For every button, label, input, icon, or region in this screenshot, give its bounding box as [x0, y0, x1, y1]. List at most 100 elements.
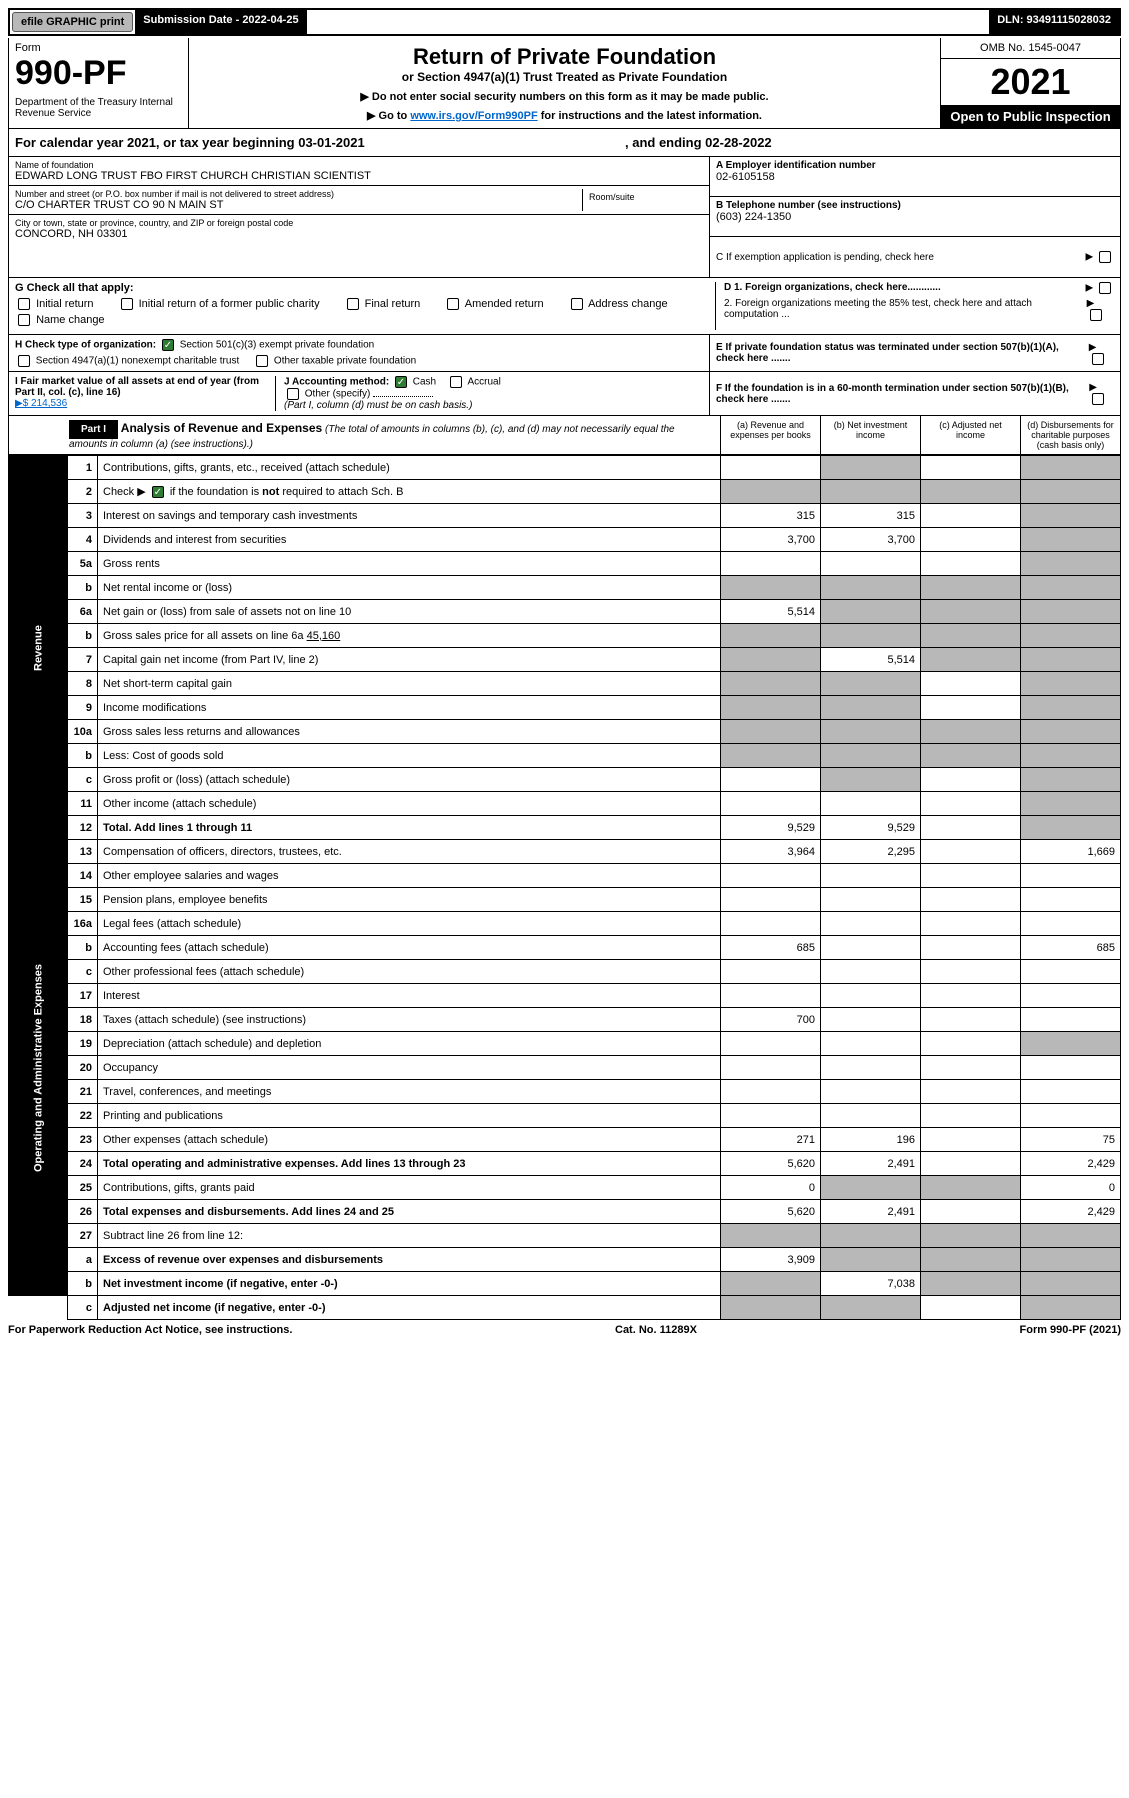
form-label: Form: [15, 42, 182, 54]
table-row: bAccounting fees (attach schedule)685685: [9, 936, 1121, 960]
initial-return-checkbox[interactable]: [18, 298, 30, 310]
table-row: 20Occupancy: [9, 1056, 1121, 1080]
d2-checkbox[interactable]: [1090, 309, 1102, 321]
table-row: 7Capital gain net income (from Part IV, …: [9, 648, 1121, 672]
line-18-col-a: 700: [721, 1008, 821, 1032]
address-change-checkbox[interactable]: [571, 298, 583, 310]
line-13-col-b: 2,295: [821, 840, 921, 864]
line-8-desc: Net short-term capital gain: [98, 672, 721, 696]
table-row: 3Interest on savings and temporary cash …: [9, 504, 1121, 528]
irs-link[interactable]: www.irs.gov/Form990PF: [410, 110, 537, 122]
line-24-col-d: 2,429: [1021, 1152, 1121, 1176]
table-row: cOther professional fees (attach schedul…: [9, 960, 1121, 984]
line-6a-desc: Net gain or (loss) from sale of assets n…: [98, 600, 721, 624]
line-14-desc: Other employee salaries and wages: [98, 864, 721, 888]
phone-label: B Telephone number (see instructions): [716, 200, 1114, 211]
table-row: 5aGross rents: [9, 552, 1121, 576]
table-row: Operating and Administrative Expenses 13…: [9, 840, 1121, 864]
line-17-desc: Interest: [98, 984, 721, 1008]
f-checkbox[interactable]: [1092, 393, 1104, 405]
line-6b-value: 45,160: [307, 630, 341, 642]
other-method-checkbox[interactable]: [287, 388, 299, 400]
city-state-zip: CONCORD, NH 03301: [15, 228, 703, 240]
table-row: 18Taxes (attach schedule) (see instructi…: [9, 1008, 1121, 1032]
tax-year: 2021: [941, 59, 1120, 105]
accrual-label: Accrual: [467, 377, 500, 388]
line-23-col-d: 75: [1021, 1128, 1121, 1152]
line-23-desc: Other expenses (attach schedule): [98, 1128, 721, 1152]
d1-checkbox[interactable]: [1099, 282, 1111, 294]
table-row: bNet rental income or (loss): [9, 576, 1121, 600]
part1-header: Part I Analysis of Revenue and Expenses …: [8, 416, 1121, 455]
table-row: 11Other income (attach schedule): [9, 792, 1121, 816]
table-row: 4Dividends and interest from securities3…: [9, 528, 1121, 552]
table-row: 6aNet gain or (loss) from sale of assets…: [9, 600, 1121, 624]
name-change-label: Name change: [36, 314, 105, 326]
table-row: cGross profit or (loss) (attach schedule…: [9, 768, 1121, 792]
paperwork-notice: For Paperwork Reduction Act Notice, see …: [8, 1324, 292, 1336]
d2-label: 2. Foreign organizations meeting the 85%…: [724, 298, 1087, 321]
line-18-desc: Taxes (attach schedule) (see instruction…: [98, 1008, 721, 1032]
line-2-desc: Check ▶ if the foundation is not require…: [98, 480, 721, 504]
dept-label: Department of the Treasury Internal Reve…: [15, 97, 182, 119]
note2-pre: ▶ Go to: [367, 110, 410, 122]
e-checkbox[interactable]: [1092, 353, 1104, 365]
line-20-desc: Occupancy: [98, 1056, 721, 1080]
501c3-checkbox[interactable]: [162, 339, 174, 351]
initial-former-label: Initial return of a former public charit…: [139, 298, 320, 310]
exemption-checkbox[interactable]: [1099, 251, 1111, 263]
cash-checkbox[interactable]: [395, 376, 407, 388]
amended-return-label: Amended return: [465, 298, 544, 310]
line-26-col-b: 2,491: [821, 1200, 921, 1224]
j-label: J Accounting method:: [284, 377, 389, 388]
top-bar: efile GRAPHIC print Submission Date - 20…: [8, 8, 1121, 36]
part1-table: Revenue 1Contributions, gifts, grants, e…: [8, 455, 1121, 1320]
line-13-col-d: 1,669: [1021, 840, 1121, 864]
amended-return-checkbox[interactable]: [447, 298, 459, 310]
line-25-desc: Contributions, gifts, grants paid: [98, 1176, 721, 1200]
name-change-checkbox[interactable]: [18, 314, 30, 326]
table-row: cAdjusted net income (if negative, enter…: [9, 1296, 1121, 1320]
form-note-2: ▶ Go to www.irs.gov/Form990PF for instru…: [209, 109, 920, 122]
line-15-desc: Pension plans, employee benefits: [98, 888, 721, 912]
ein-label: A Employer identification number: [716, 160, 1114, 171]
final-return-checkbox[interactable]: [347, 298, 359, 310]
final-return-label: Final return: [365, 298, 421, 310]
revenue-side-label: Revenue: [9, 456, 68, 840]
street-address: C/O CHARTER TRUST CO 90 N MAIN ST: [15, 199, 582, 211]
accrual-checkbox[interactable]: [450, 376, 462, 388]
form-subtitle: or Section 4947(a)(1) Trust Treated as P…: [209, 70, 920, 84]
4947-checkbox[interactable]: [18, 355, 30, 367]
initial-former-checkbox[interactable]: [121, 298, 133, 310]
col-c-header: (c) Adjusted net income: [920, 416, 1020, 454]
note2-post: for instructions and the latest informat…: [538, 110, 762, 122]
line-27b-desc: Net investment income (if negative, ente…: [98, 1272, 721, 1296]
sch-b-checkbox[interactable]: [152, 486, 164, 498]
line-27a-desc: Excess of revenue over expenses and disb…: [98, 1248, 721, 1272]
submission-date: Submission Date - 2022-04-25: [135, 10, 306, 34]
calendar-year-row: For calendar year 2021, or tax year begi…: [8, 129, 1121, 157]
line-3-desc: Interest on savings and temporary cash i…: [98, 504, 721, 528]
line-6b-desc: Gross sales price for all assets on line…: [98, 624, 721, 648]
line-26-desc: Total expenses and disbursements. Add li…: [98, 1200, 721, 1224]
cash-label: Cash: [413, 377, 436, 388]
table-row: 14Other employee salaries and wages: [9, 864, 1121, 888]
table-row: 15Pension plans, employee benefits: [9, 888, 1121, 912]
table-row: 22Printing and publications: [9, 1104, 1121, 1128]
line-6a-col-a: 5,514: [721, 600, 821, 624]
line-7-desc: Capital gain net income (from Part IV, l…: [98, 648, 721, 672]
line-3-col-b: 315: [821, 504, 921, 528]
line-5b-desc: Net rental income or (loss): [98, 576, 721, 600]
dln-label: DLN: 93491115028032: [989, 10, 1119, 34]
other-taxable-label: Other taxable private foundation: [274, 356, 416, 367]
line-22-desc: Printing and publications: [98, 1104, 721, 1128]
f-label: F If the foundation is in a 60-month ter…: [716, 383, 1089, 405]
efile-print-button[interactable]: efile GRAPHIC print: [12, 12, 133, 32]
table-row: 25Contributions, gifts, grants paid00: [9, 1176, 1121, 1200]
table-row: bNet investment income (if negative, ent…: [9, 1272, 1121, 1296]
line-10b-desc: Less: Cost of goods sold: [98, 744, 721, 768]
other-taxable-checkbox[interactable]: [256, 355, 268, 367]
form-title: Return of Private Foundation: [209, 44, 920, 70]
line-27a-col-a: 3,909: [721, 1248, 821, 1272]
fmv-value[interactable]: ▶$ 214,536: [15, 398, 67, 409]
